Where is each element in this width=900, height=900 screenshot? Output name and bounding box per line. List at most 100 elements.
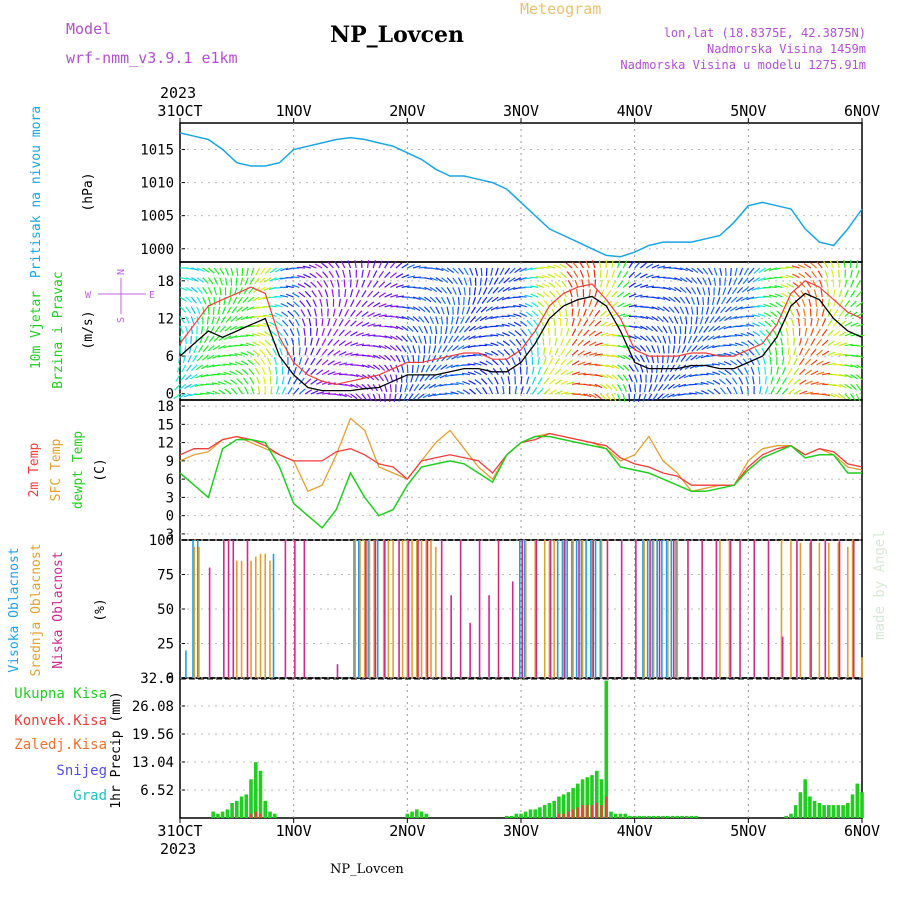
wind-barb bbox=[244, 277, 249, 286]
wind-barb bbox=[542, 337, 545, 346]
precip-conv-bar bbox=[557, 813, 561, 818]
wind-barb bbox=[775, 301, 783, 308]
wind-barb bbox=[520, 376, 523, 385]
wind-barb bbox=[780, 292, 789, 298]
precip-legend-0: Ukupna Kisa bbox=[14, 686, 107, 702]
wind-barb bbox=[344, 289, 347, 298]
wind-barb bbox=[810, 359, 818, 366]
wind-barb bbox=[567, 280, 573, 288]
wind-barb bbox=[469, 388, 476, 395]
wind-barb bbox=[850, 383, 857, 391]
wind-barb bbox=[572, 382, 581, 385]
wind-barb bbox=[206, 316, 210, 325]
wind-barb bbox=[326, 298, 329, 307]
wind-barb bbox=[583, 362, 592, 366]
wind-barb bbox=[594, 289, 598, 298]
wind-ylabel-1: 10m Vjetar bbox=[29, 291, 44, 369]
wind-barb bbox=[422, 393, 431, 399]
wind-barb bbox=[268, 366, 272, 375]
bottom-year-label: 2023 bbox=[160, 840, 196, 858]
wind-barb bbox=[182, 355, 187, 364]
wind-barb bbox=[279, 347, 283, 356]
wind-barb bbox=[634, 272, 642, 279]
wind-barb bbox=[628, 282, 636, 288]
wind-barb bbox=[276, 376, 278, 385]
wind-barb bbox=[791, 265, 800, 269]
wind-barb bbox=[390, 325, 399, 330]
precip-bar bbox=[675, 815, 680, 818]
wind-barb bbox=[645, 335, 653, 343]
wind-barb bbox=[786, 282, 795, 288]
wind-barb bbox=[479, 361, 488, 366]
wind-barb bbox=[338, 351, 347, 356]
wind-barb bbox=[617, 302, 625, 308]
wind-barb bbox=[716, 296, 721, 305]
wind-barb bbox=[342, 269, 346, 278]
wind-barb bbox=[746, 296, 755, 301]
wind-barb bbox=[236, 306, 243, 313]
wind-barb bbox=[662, 306, 670, 313]
model-elevation-label: Nadmorska Visina u modelu 1275.91m bbox=[620, 58, 866, 72]
wind-unit: (m/s) bbox=[81, 310, 96, 349]
wind-barb bbox=[303, 327, 306, 336]
wind-barb bbox=[485, 267, 488, 277]
wind-barb bbox=[606, 322, 614, 327]
wind-barb bbox=[212, 345, 221, 351]
wind-barb bbox=[255, 267, 261, 276]
wind-barb bbox=[844, 374, 853, 379]
wind-barb bbox=[401, 325, 409, 332]
wind-barb bbox=[781, 366, 786, 375]
wind-barb bbox=[730, 368, 738, 376]
wind-barb bbox=[275, 366, 278, 375]
wind-barb bbox=[479, 369, 488, 376]
wind-barb bbox=[530, 293, 539, 298]
wind-barb bbox=[726, 386, 732, 395]
wind-barb bbox=[281, 386, 287, 395]
wind-barb bbox=[594, 342, 603, 347]
wind-barb bbox=[695, 391, 704, 395]
wind-barb bbox=[435, 277, 443, 283]
wind-barb bbox=[298, 291, 306, 298]
wind-barb bbox=[642, 393, 647, 402]
wind-barb bbox=[679, 277, 688, 283]
wind-barb bbox=[456, 354, 465, 359]
wind-barb bbox=[428, 393, 436, 398]
wind-barb bbox=[765, 329, 772, 337]
precip-bar bbox=[244, 794, 249, 818]
wind-barb bbox=[822, 393, 831, 397]
wind-barb bbox=[594, 393, 602, 400]
wind-barb bbox=[844, 269, 847, 278]
wind-barb bbox=[173, 393, 181, 400]
wind-barb bbox=[719, 387, 727, 395]
wind-barb bbox=[673, 306, 680, 314]
wind-barb bbox=[634, 345, 642, 352]
wind-barb bbox=[560, 348, 566, 356]
wind-barb bbox=[702, 297, 705, 306]
wind-barb bbox=[356, 364, 365, 367]
panel-frame-precipitation bbox=[179, 677, 863, 819]
wind-barb bbox=[412, 306, 421, 312]
wind-barb bbox=[679, 286, 687, 294]
wind-barb bbox=[344, 363, 353, 366]
wind-barb bbox=[285, 293, 294, 298]
wind-barb bbox=[668, 374, 675, 381]
wind-barb bbox=[490, 325, 499, 328]
footer-station: NP_Lovcen bbox=[330, 862, 404, 877]
wind-barb bbox=[467, 363, 476, 366]
wind-barb bbox=[661, 393, 670, 399]
wind-barb bbox=[284, 337, 289, 346]
wind-barb bbox=[577, 372, 586, 376]
precip-conv-bar bbox=[249, 813, 253, 818]
wind-barb bbox=[731, 287, 738, 295]
wind-barb bbox=[194, 393, 203, 396]
wind-barb bbox=[694, 383, 703, 385]
temp-ylabel-1: SFC Temp bbox=[49, 439, 64, 502]
wind-barb bbox=[758, 267, 766, 274]
wind-barb bbox=[856, 344, 865, 348]
wind-barb bbox=[799, 368, 806, 376]
wind-barb bbox=[677, 345, 681, 354]
wind-barb bbox=[816, 349, 823, 356]
wind-barb bbox=[687, 335, 693, 344]
wind-barb bbox=[856, 323, 865, 327]
precip-bar bbox=[576, 783, 580, 818]
